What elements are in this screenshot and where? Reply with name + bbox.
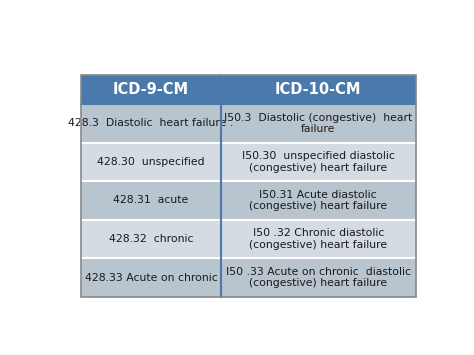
Bar — [82, 220, 221, 258]
Bar — [82, 181, 221, 220]
Bar — [221, 258, 416, 297]
Text: I50 .32 Chronic diastolic
(congestive) heart failure: I50 .32 Chronic diastolic (congestive) h… — [249, 228, 387, 250]
Text: 428.31  acute: 428.31 acute — [113, 196, 189, 206]
Bar — [82, 143, 221, 181]
Text: I50.30  unspecified diastolic
(congestive) heart failure: I50.30 unspecified diastolic (congestive… — [242, 151, 395, 173]
Text: ICD-10-CM: ICD-10-CM — [275, 82, 362, 97]
Text: 428.30  unspecified: 428.30 unspecified — [97, 157, 205, 167]
Text: ICD-9-CM: ICD-9-CM — [113, 82, 189, 97]
Bar — [221, 143, 416, 181]
Text: 428.3  Diastolic  heart failure .: 428.3 Diastolic heart failure . — [68, 118, 234, 129]
Text: 428.33 Acute on chronic: 428.33 Acute on chronic — [85, 273, 218, 283]
Text: 428.32  chronic: 428.32 chronic — [109, 234, 193, 244]
Bar — [221, 75, 416, 104]
Bar — [221, 181, 416, 220]
Text: I50.3  Diastolic (congestive)  heart
failure: I50.3 Diastolic (congestive) heart failu… — [224, 113, 412, 134]
Text: I50 .33 Acute on chronic  diastolic
(congestive) heart failure: I50 .33 Acute on chronic diastolic (cong… — [226, 267, 411, 288]
Bar — [221, 104, 416, 143]
Bar — [82, 75, 221, 104]
Text: I50.31 Acute diastolic
(congestive) heart failure: I50.31 Acute diastolic (congestive) hear… — [249, 190, 387, 211]
Bar — [82, 104, 221, 143]
Bar — [82, 75, 416, 297]
Bar — [82, 258, 221, 297]
Bar — [221, 220, 416, 258]
